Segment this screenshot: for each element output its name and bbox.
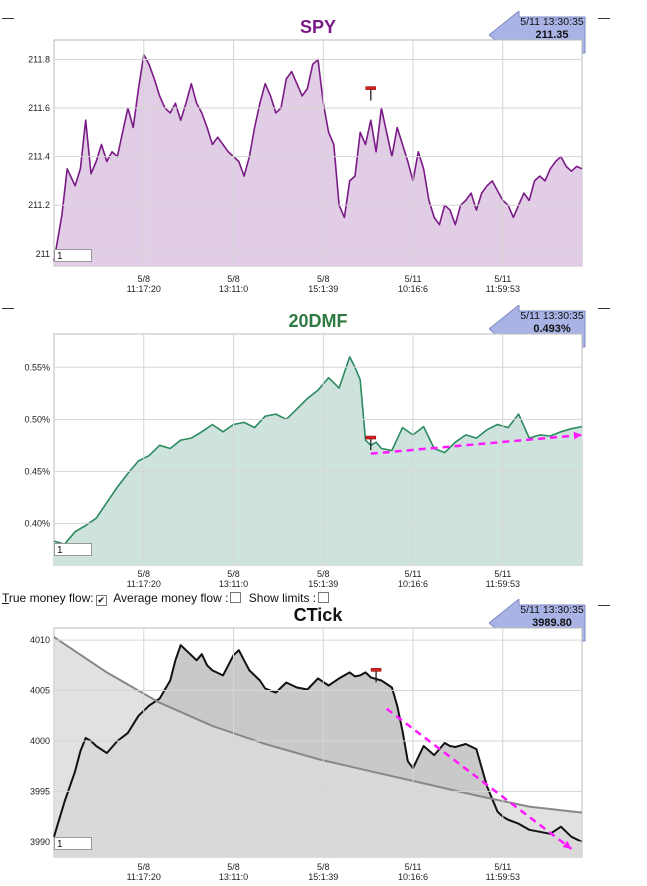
x-tick-label-date: 5/8 xyxy=(227,569,240,579)
badge-value: 0.493% xyxy=(533,323,571,335)
y-tick-label: 0.50% xyxy=(24,414,50,424)
x-tick-label-date: 5/11 xyxy=(494,862,511,872)
true-money-flow-label: True money flow: xyxy=(2,591,94,605)
panel-collapse-dash-right[interactable] xyxy=(598,308,610,309)
x-tick-label-date: 5/8 xyxy=(138,862,151,872)
y-tick-label: 4005 xyxy=(30,686,50,696)
spy-chart: 211211.2211.4211.6211.85/811:17:205/813:… xyxy=(28,39,583,294)
x-tick-label-time: 11:59:53 xyxy=(486,579,520,589)
y-tick-label: 3990 xyxy=(30,837,50,847)
x-tick-label-time: 10:16:6 xyxy=(398,872,428,882)
x-tick-label-time: 11:17:20 xyxy=(127,872,161,882)
badge-date: 5/11 13:30:35 xyxy=(520,16,584,28)
y-tick-label: 211 xyxy=(36,249,50,259)
x-tick-label-time: 11:17:20 xyxy=(127,284,161,294)
show-limits-label: Show limits : xyxy=(248,591,317,605)
y-tick-label: 211.8 xyxy=(28,54,50,64)
x-tick-label-date: 5/11 xyxy=(405,569,422,579)
x-tick-label-time: 11:59:53 xyxy=(486,872,520,882)
trend-arrowhead-icon xyxy=(573,431,582,440)
chart-title-ctick: CTick xyxy=(293,605,343,625)
x-tick-label-time: 13:11:0 xyxy=(219,872,248,882)
x-tick-label-date: 5/11 xyxy=(405,274,422,284)
x-tick-label-date: 5/11 xyxy=(494,274,511,284)
show-limits-checkbox[interactable] xyxy=(318,592,330,603)
x-tick-label-date: 5/11 xyxy=(494,569,511,579)
trend-arrowhead-icon xyxy=(562,840,572,849)
x-tick-label-date: 5/8 xyxy=(227,862,240,872)
money-flow-controls: True money flow: ✔ Average money flow : S… xyxy=(2,591,333,606)
spy-period-input[interactable]: 1 xyxy=(54,249,92,262)
panel-collapse-dash-left[interactable] xyxy=(2,308,14,309)
x-tick-label-time: 10:16:6 xyxy=(398,284,428,294)
x-tick-label-time: 13:11:0 xyxy=(219,579,248,589)
average-area xyxy=(54,637,582,857)
true-money-flow-checkbox[interactable]: ✔ xyxy=(95,595,107,606)
average-money-flow-label: Average money flow : xyxy=(113,591,229,605)
panel-collapse-dash-right[interactable] xyxy=(598,18,610,19)
x-tick-label-date: 5/8 xyxy=(138,569,151,579)
x-tick-label-date: 5/8 xyxy=(227,274,240,284)
y-tick-label: 211.6 xyxy=(28,103,50,113)
x-tick-label-time: 13:11:0 xyxy=(219,284,248,294)
x-tick-label-time: 11:59:53 xyxy=(486,284,520,294)
x-tick-label-time: 10:16:6 xyxy=(398,579,428,589)
x-tick-label-time: 15:1:39 xyxy=(308,579,338,589)
panel-collapse-dash-left[interactable] xyxy=(2,18,14,19)
y-tick-label: 211.4 xyxy=(28,152,50,162)
x-tick-label-date: 5/8 xyxy=(317,274,330,284)
marker-icon xyxy=(365,435,377,440)
series-area xyxy=(54,54,582,266)
y-tick-label: 3995 xyxy=(30,786,50,796)
mf-period-input[interactable]: 1 xyxy=(54,543,92,556)
x-tick-label-date: 5/8 xyxy=(138,274,151,284)
chart-title-spy: SPY xyxy=(299,17,337,37)
ctick-line xyxy=(53,644,583,843)
x-tick-label-time: 15:1:39 xyxy=(308,872,338,882)
badge-date: 5/11 13:30:35 xyxy=(520,604,584,616)
x-tick-label-date: 5/8 xyxy=(317,862,330,872)
ctick-period-input[interactable]: 1 xyxy=(54,837,92,850)
y-tick-label: 0.40% xyxy=(24,518,50,528)
series-line xyxy=(53,356,583,545)
series-area xyxy=(54,356,582,565)
y-tick-label: 4000 xyxy=(30,736,50,746)
mf-chart: 0.40%0.45%0.50%0.55%5/811:17:205/813:11:… xyxy=(24,333,583,589)
chart-title-20dmf: 20DMF xyxy=(288,311,348,331)
y-tick-label: 0.45% xyxy=(24,466,50,476)
x-tick-label-date: 5/11 xyxy=(405,862,422,872)
average-line xyxy=(53,636,583,814)
x-tick-label-time: 11:17:20 xyxy=(127,579,161,589)
badge-value: 3989.80 xyxy=(532,617,572,629)
badge-value: 211.35 xyxy=(535,29,569,41)
marker-icon xyxy=(370,668,382,672)
marker-icon xyxy=(365,86,377,90)
y-tick-label: 0.55% xyxy=(24,362,50,372)
trend-line xyxy=(385,707,573,850)
y-tick-label: 4010 xyxy=(30,635,50,645)
panel-collapse-dash-right[interactable] xyxy=(598,605,610,606)
badge-date: 5/11 13:30:35 xyxy=(520,310,584,322)
y-tick-label: 211.2 xyxy=(28,200,50,210)
average-money-flow-checkbox[interactable] xyxy=(230,592,242,603)
x-tick-label-date: 5/8 xyxy=(317,569,330,579)
x-tick-label-time: 15:1:39 xyxy=(308,284,338,294)
